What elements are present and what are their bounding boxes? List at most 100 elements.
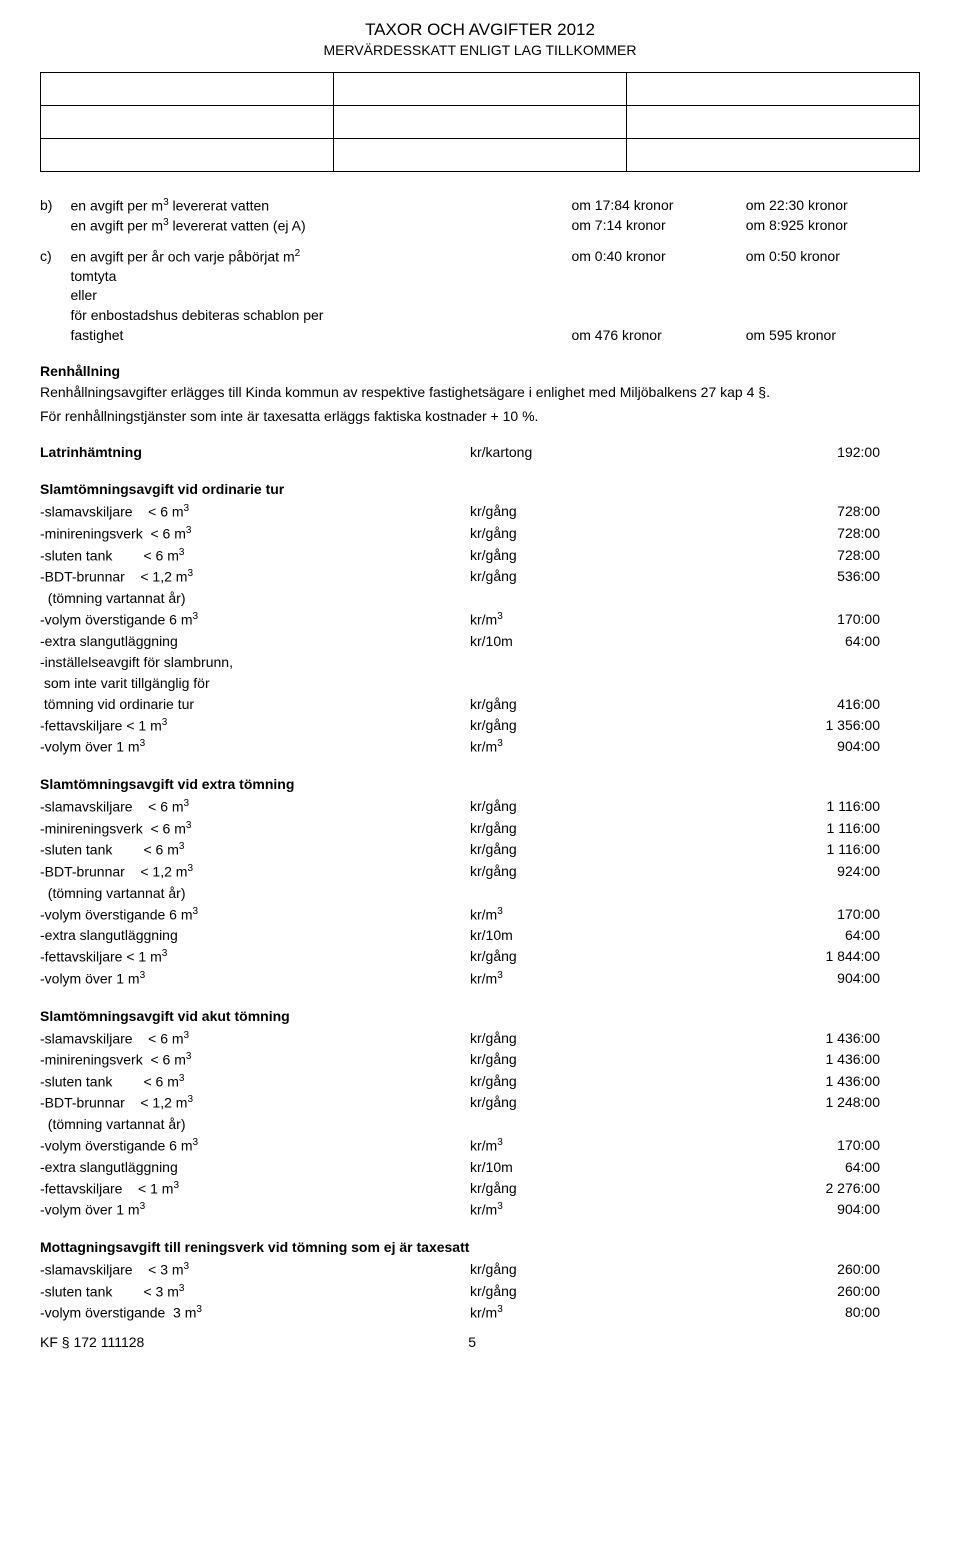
ordinarie-label: -volym över 1 m3: [40, 736, 470, 758]
akut-value: [690, 1114, 880, 1135]
akut-row: (tömning vartannat år): [40, 1114, 920, 1135]
ordinarie-row: -sluten tank < 6 m3kr/gång728:00: [40, 545, 920, 567]
section-c-row: c)en avgift per år och varje påbörjat m2…: [40, 247, 920, 267]
ordinarie-value: 728:00: [690, 523, 880, 545]
mottagning-value: 260:00: [690, 1281, 880, 1303]
extra-value: 1 116:00: [690, 796, 880, 818]
renhallning-title: Renhållning: [40, 363, 920, 379]
extra-label: -minireningsverk < 6 m3: [40, 818, 470, 840]
ordinarie-label: (tömning vartannat år): [40, 588, 470, 609]
extra-label: -fettavskiljare < 1 m3: [40, 946, 470, 968]
akut-unit: [470, 1114, 690, 1135]
extra-value: 904:00: [690, 968, 880, 990]
ordinarie-label: -fettavskiljare < 1 m3: [40, 715, 470, 737]
slamtomning-extra-title: Slamtömningsavgift vid extra tömning: [40, 776, 920, 792]
ordinarie-row: -minireningsverk < 6 m3kr/gång728:00: [40, 523, 920, 545]
extra-label: -volym över 1 m3: [40, 968, 470, 990]
akut-row: -BDT-brunnar < 1,2 m3kr/gång1 248:00: [40, 1092, 920, 1114]
extra-row: -BDT-brunnar < 1,2 m3kr/gång924:00: [40, 861, 920, 883]
ordinarie-value: 416:00: [690, 694, 880, 715]
akut-unit: kr/m3: [470, 1135, 690, 1157]
extra-label: (tömning vartannat år): [40, 883, 470, 904]
ordinarie-row: som inte varit tillgänglig för: [40, 673, 920, 694]
akut-row: -volym över 1 m3kr/m3904:00: [40, 1199, 920, 1221]
extra-row: -volym över 1 m3kr/m3904:00: [40, 968, 920, 990]
extra-row: -extra slangutläggningkr/10m64:00: [40, 925, 920, 946]
latrin-label: Latrinhämtning: [40, 444, 142, 460]
ordinarie-row: -fettavskiljare < 1 m3kr/gång1 356:00: [40, 715, 920, 737]
akut-unit: kr/gång: [470, 1049, 690, 1071]
latrin-unit: kr/kartong: [470, 442, 690, 463]
ordinarie-row: -inställelseavgift för slambrunn,: [40, 652, 920, 673]
ordinarie-value: 64:00: [690, 631, 880, 652]
akut-row: -slamavskiljare < 6 m3kr/gång1 436:00: [40, 1028, 920, 1050]
ordinarie-unit: kr/gång: [470, 545, 690, 567]
akut-value: 1 248:00: [690, 1092, 880, 1114]
ordinarie-value: 536:00: [690, 566, 880, 588]
slamtomning-akut-title: Slamtömningsavgift vid akut tömning: [40, 1008, 920, 1024]
section-c-row: fastighetom 476 kronorom 595 kronor: [40, 326, 920, 346]
ordinarie-unit: [470, 588, 690, 609]
ordinarie-unit: kr/m3: [470, 736, 690, 758]
page-title: TAXOR OCH AVGIFTER 2012: [40, 20, 920, 40]
akut-label: (tömning vartannat år): [40, 1114, 470, 1135]
extra-value: 64:00: [690, 925, 880, 946]
ordinarie-unit: [470, 652, 690, 673]
akut-unit: kr/gång: [470, 1092, 690, 1114]
empty-grid: [40, 72, 920, 172]
ordinarie-unit: kr/m3: [470, 609, 690, 631]
ordinarie-value: [690, 673, 880, 694]
extra-label: -extra slangutläggning: [40, 925, 470, 946]
section-b-c-table: b)en avgift per m3 levererat vattenom 17…: [40, 196, 920, 345]
extra-unit: kr/gång: [470, 946, 690, 968]
ordinarie-unit: kr/gång: [470, 566, 690, 588]
ordinarie-label: -sluten tank < 6 m3: [40, 545, 470, 567]
renhallning-text-1: Renhållningsavgifter erlägges till Kinda…: [40, 383, 920, 403]
ordinarie-unit: [470, 673, 690, 694]
extra-unit: kr/10m: [470, 925, 690, 946]
latrin-row: Latrinhämtning kr/kartong 192:00: [40, 442, 920, 463]
extra-unit: kr/m3: [470, 904, 690, 926]
akut-row: -volym överstigande 6 m3kr/m3170:00: [40, 1135, 920, 1157]
extra-value: 1 844:00: [690, 946, 880, 968]
extra-value: 1 116:00: [690, 818, 880, 840]
ordinarie-label: -volym överstigande 6 m3: [40, 609, 470, 631]
extra-label: -sluten tank < 6 m3: [40, 839, 470, 861]
extra-row: -sluten tank < 6 m3kr/gång1 116:00: [40, 839, 920, 861]
ordinarie-value: 904:00: [690, 736, 880, 758]
mottagning-label: -slamavskiljare < 3 m3: [40, 1259, 470, 1281]
mottagning-value: 260:00: [690, 1259, 880, 1281]
akut-label: -volym överstigande 6 m3: [40, 1135, 470, 1157]
extra-unit: [470, 883, 690, 904]
section-c-row: eller: [40, 286, 920, 306]
extra-label: -BDT-brunnar < 1,2 m3: [40, 861, 470, 883]
page-subtitle: MERVÄRDESSKATT ENLIGT LAG TILLKOMMER: [40, 42, 920, 58]
akut-label: -extra slangutläggning: [40, 1157, 470, 1178]
akut-value: 2 276:00: [690, 1178, 880, 1200]
akut-label: -volym över 1 m3: [40, 1199, 470, 1221]
ordinarie-label: -slamavskiljare < 6 m3: [40, 501, 470, 523]
extra-unit: kr/gång: [470, 861, 690, 883]
footer-page-number: 5: [468, 1334, 476, 1350]
section-c-row: tomtyta: [40, 267, 920, 287]
ordinarie-unit: kr/gång: [470, 501, 690, 523]
mottagning-title: Mottagningsavgift till reningsverk vid t…: [40, 1239, 920, 1255]
section-b-row: b)en avgift per m3 levererat vattenom 17…: [40, 196, 920, 216]
ordinarie-row: -slamavskiljare < 6 m3kr/gång728:00: [40, 501, 920, 523]
extra-row: -minireningsverk < 6 m3kr/gång1 116:00: [40, 818, 920, 840]
slamtomning-ordinarie-title: Slamtömningsavgift vid ordinarie tur: [40, 481, 920, 497]
akut-unit: kr/10m: [470, 1157, 690, 1178]
mottagning-label: -volym överstigande 3 m3: [40, 1302, 470, 1324]
section-c-row: för enbostadshus debiteras schablon per: [40, 306, 920, 326]
ordinarie-label: -BDT-brunnar < 1,2 m3: [40, 566, 470, 588]
ordinarie-row: -volym överstigande 6 m3kr/m3170:00: [40, 609, 920, 631]
akut-row: -sluten tank < 6 m3kr/gång1 436:00: [40, 1071, 920, 1093]
akut-row: -fettavskiljare < 1 m3kr/gång2 276:00: [40, 1178, 920, 1200]
ordinarie-value: 728:00: [690, 545, 880, 567]
latrin-value: 192:00: [690, 442, 880, 463]
extra-label: -slamavskiljare < 6 m3: [40, 796, 470, 818]
akut-label: -minireningsverk < 6 m3: [40, 1049, 470, 1071]
ordinarie-value: 170:00: [690, 609, 880, 631]
mottagning-row: -volym överstigande 3 m3kr/m380:00: [40, 1302, 920, 1324]
section-b-row: en avgift per m3 levererat vatten (ej A)…: [40, 216, 920, 236]
